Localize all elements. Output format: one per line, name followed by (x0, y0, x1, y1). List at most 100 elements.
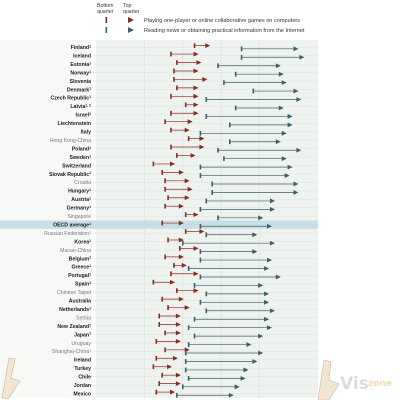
news-top-quarter-mark (293, 46, 299, 52)
news-bottom-quarter-mark (240, 46, 243, 52)
news-top-quarter-mark (287, 122, 293, 128)
legend-bottom-label-2: quarter (97, 9, 114, 15)
country-label: Mexico (73, 391, 91, 397)
games-top-quarter-mark (190, 153, 196, 158)
news-top-quarter-mark (252, 249, 258, 255)
country-label: Slovenia (70, 79, 91, 85)
games-top-quarter-mark (187, 186, 193, 192)
row-new-zealand: New Zealand1 (57, 322, 318, 331)
news-top-quarter-mark (267, 325, 273, 331)
country-footnote: 1 (89, 273, 91, 277)
games-top-quarter-mark (199, 136, 205, 141)
country-label: Liechtenstein (58, 121, 91, 127)
country-label: Iceland (73, 53, 91, 59)
row-hong-kong-china: Hong Kong-China (50, 136, 318, 145)
games-bottom-quarter-mark (167, 195, 169, 201)
games-bottom-quarter-mark (164, 119, 166, 125)
news-bottom-quarter-mark (252, 88, 255, 94)
row-finland: Finland1 (71, 43, 318, 52)
games-bottom-quarter-mark (176, 60, 178, 65)
news-top-quarter-mark (252, 359, 258, 364)
country-footnote: 1 (89, 332, 91, 336)
row-portugal: Portugal1 (68, 271, 318, 280)
country-label: Slovak Republic1 (49, 171, 91, 178)
watermark: Vis zone (340, 374, 392, 394)
news-bottom-quarter-mark (229, 139, 231, 145)
news-top-quarter-mark (258, 333, 264, 339)
news-top-quarter-mark (293, 88, 299, 94)
country-label: Sweden1 (70, 154, 92, 161)
games-top-quarter-mark (193, 271, 199, 277)
row-jordan: Jordan (74, 381, 318, 390)
country-footnote: 1 (89, 87, 91, 91)
games-bottom-quarter-mark (158, 381, 161, 387)
country-footnote: 1 (89, 70, 91, 74)
country-footnote: 1, 2 (85, 104, 91, 108)
country-label: Russian Federation1 (44, 230, 91, 237)
games-bottom-quarter-mark (170, 144, 172, 150)
row-ireland: Ireland (74, 355, 318, 364)
news-top-quarter-mark (264, 299, 270, 305)
country-label: Korea1 (74, 239, 91, 246)
paper-clip-left-icon (1, 357, 21, 400)
games-bottom-quarter-mark (155, 355, 158, 361)
games-top-quarter-mark (178, 296, 184, 302)
games-bottom-quarter-mark (184, 229, 187, 234)
country-label: Ireland (74, 358, 91, 364)
row-mexico: Mexico (73, 389, 318, 398)
news-bottom-quarter-mark (234, 71, 237, 77)
games-bottom-quarter-mark (173, 262, 175, 268)
legend-games-top-marker (128, 17, 134, 23)
games-bottom-quarter-mark (155, 338, 158, 344)
country-footnote: 1 (89, 146, 91, 150)
news-top-quarter-mark (281, 80, 287, 86)
news-top-quarter-mark (278, 71, 284, 77)
country-label: Japan1 (74, 332, 91, 339)
country-label: Shanghai-China1 (52, 349, 91, 356)
games-bottom-quarter-mark (161, 220, 163, 226)
row-bands (0, 40, 318, 398)
news-top-quarter-mark (269, 240, 275, 246)
row-netherlands: Netherlands1 (59, 305, 318, 314)
games-top-quarter-mark (199, 229, 205, 234)
news-bottom-quarter-mark (184, 350, 187, 356)
news-top-quarter-mark (264, 266, 270, 271)
row-sweden: Sweden1 (70, 153, 318, 162)
row-uruguay: Uruguay (71, 338, 318, 347)
country-label: Austria1 (71, 197, 91, 204)
country-label: OECD average1 (53, 222, 91, 229)
news-top-quarter-mark (281, 130, 287, 136)
news-bottom-quarter-mark (187, 375, 190, 381)
games-bottom-quarter-mark (164, 254, 166, 260)
news-top-quarter-mark (234, 384, 240, 390)
games-top-quarter-mark (193, 68, 199, 74)
news-bottom-quarter-mark (205, 114, 208, 119)
news-bottom-quarter-mark (193, 316, 196, 322)
games-top-quarter-mark (193, 85, 199, 91)
news-top-quarter-mark (299, 54, 305, 60)
row-singapore: Singapore (67, 212, 318, 221)
country-label: Poland1 (72, 146, 91, 153)
row-estonia: Estonia1 (70, 60, 318, 69)
news-bottom-quarter-mark (217, 63, 219, 69)
country-label: Spain1 (75, 281, 91, 288)
news-top-quarter-mark (258, 283, 264, 288)
games-bottom-quarter-mark (193, 43, 196, 49)
news-top-quarter-mark (228, 392, 234, 398)
country-footnote: 1 (89, 222, 91, 226)
games-bottom-quarter-mark (170, 51, 172, 57)
country-label: Uruguay (71, 341, 91, 347)
news-bottom-quarter-mark (184, 359, 187, 364)
games-top-quarter-mark (205, 43, 211, 49)
news-top-quarter-mark (296, 147, 302, 153)
news-bottom-quarter-mark (199, 223, 202, 229)
row-australia: Australia (69, 296, 318, 305)
country-label: Hungary1 (68, 188, 91, 195)
games-bottom-quarter-mark (164, 203, 166, 209)
news-top-quarter-mark (240, 375, 246, 381)
games-top-quarter-mark (193, 110, 199, 116)
news-bottom-quarter-mark (205, 308, 208, 314)
games-bottom-quarter-mark (164, 330, 166, 336)
country-label: Czech Republic1 (50, 95, 91, 102)
row-slovak-republic: Slovak Republic1 (49, 169, 318, 178)
